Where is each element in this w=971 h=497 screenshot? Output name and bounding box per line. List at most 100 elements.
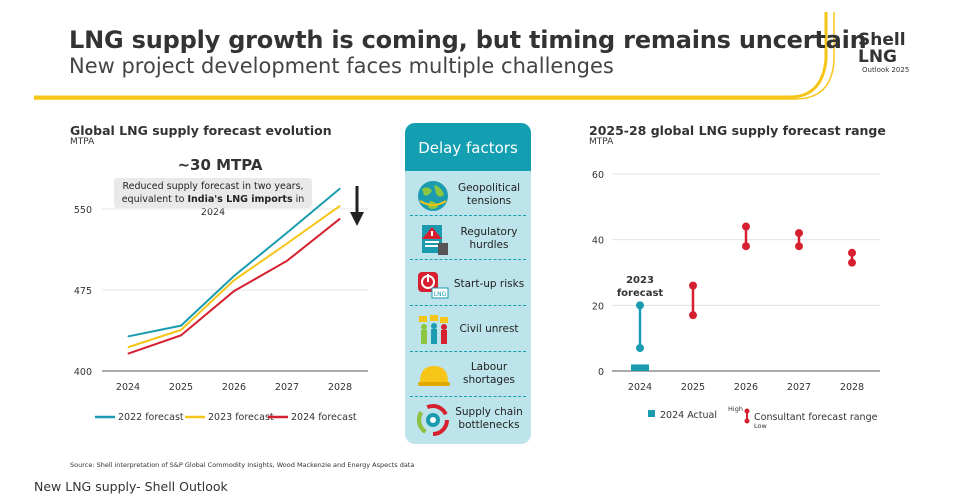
right-y-tick-label: 40 [592, 236, 604, 247]
legend-label: 2022 forecast [118, 412, 184, 423]
delay-factor-6: Supply chain bottlenecks [410, 399, 526, 439]
down-arrow-icon [350, 212, 364, 226]
right-x-tick-label: 2028 [840, 382, 864, 393]
series-point [180, 334, 182, 336]
delay-factor-label: Civil unrest [459, 322, 519, 335]
delay-row-divider [410, 305, 526, 306]
header-underline-arc-thin [34, 12, 835, 100]
forecast-2023-label-line-1: 2023 [626, 275, 654, 286]
forecast-2023-low-point [636, 344, 644, 353]
annotation-text: Reduced supply forecast in two years, eq… [114, 180, 312, 219]
right-range-chart: 0 20 40 60 2024 2025 2026 2027 2028 2023 forecast 2… [592, 170, 880, 430]
series-point [180, 329, 182, 331]
logo-line-2: LNG [858, 47, 898, 67]
series-point [233, 275, 235, 277]
right-x-tick-label: 2025 [681, 382, 705, 393]
range-high-point-2028 [848, 248, 856, 257]
left-x-tick-label: 2024 [116, 382, 140, 393]
delay-factor-5: Labour shortages [410, 354, 526, 394]
globe-icon [416, 179, 450, 213]
legend-low-label: Low [754, 422, 767, 430]
range-low-point-2025 [689, 311, 697, 320]
series-point [339, 187, 341, 189]
series-line-2022-forecast [127, 187, 341, 338]
series-point [286, 260, 288, 262]
series-point [127, 353, 129, 355]
delay-factor-label: Supply chain bottlenecks [455, 406, 523, 431]
delay-row-divider [410, 396, 526, 397]
legend-actual-swatch [648, 410, 655, 417]
left-chart-title: Global LNG supply forecast evolution [70, 123, 332, 138]
series-point [339, 205, 341, 207]
left-x-tick-label: 2026 [222, 382, 246, 393]
hard-hat-icon [416, 358, 450, 392]
series-point [127, 335, 129, 337]
legend-actual-label: 2024 Actual [660, 410, 717, 421]
series-point [180, 325, 182, 327]
left-y-tick-label: 475 [74, 286, 92, 297]
right-x-tick-label: 2027 [787, 382, 811, 393]
range-high-point-2027 [795, 229, 803, 238]
series-point [127, 346, 129, 348]
delay-row-divider [410, 351, 526, 352]
delay-factor-3: LNG Start-up risks [410, 264, 526, 304]
legend-range-label: Consultant forecast range [754, 412, 878, 423]
right-chart-title: 2025-28 global LNG supply forecast range [589, 123, 886, 138]
logo-line-3: Outlook 2025 [862, 66, 910, 74]
series-line-2024-forecast [127, 217, 341, 355]
right-chart-unit: MTPA [589, 137, 614, 147]
logo-line-1: Shell [858, 30, 906, 50]
delay-factor-label: Geopolitical tensions [457, 182, 521, 207]
svg-text:LNG: LNG [434, 291, 447, 298]
delay-row-divider [410, 215, 526, 216]
series-point [286, 243, 288, 245]
right-y-tick-label: 20 [592, 301, 604, 312]
annotation-box [114, 178, 312, 208]
source-note: Source: Shell interpretation of S&P Glob… [70, 461, 415, 469]
delay-factor-label: Start-up risks [453, 277, 525, 290]
image-caption: New LNG supply- Shell Outlook [34, 479, 228, 494]
left-chart-unit: MTPA [70, 137, 95, 147]
page-subtitle: New project development faces multiple c… [69, 54, 614, 78]
range-low-point-2028 [848, 258, 856, 267]
forecast-2023-high-point [636, 301, 644, 310]
delay-factor-label: Regulatory hurdles [460, 226, 518, 251]
forecast-2023-label-line-2: forecast [617, 288, 664, 299]
delay-row-divider [410, 259, 526, 260]
right-x-tick-label: 2026 [734, 382, 758, 393]
right-y-tick-label: 0 [598, 367, 604, 378]
right-x-tick-label: 2024 [628, 382, 652, 393]
annotation-line-2-prefix: equivalent to [121, 194, 188, 205]
shell-lng-logo: Shell LNG Outlook 2025 [858, 30, 918, 75]
delay-factors-title: Delay factors [405, 123, 531, 171]
series-point [339, 218, 341, 220]
annotation-line-2-bold: India's LNG imports [187, 194, 293, 205]
right-y-tick-label: 60 [592, 170, 604, 181]
annotation-headline: ~30 MTPA [177, 156, 263, 174]
gear-cycle-icon [416, 403, 450, 437]
delay-factor-2: Regulatory hurdles [410, 219, 526, 259]
legend-high-label: High [728, 405, 743, 413]
left-x-tick-label: 2027 [275, 382, 299, 393]
legend-range-swatch-high [744, 408, 750, 414]
annotation-line-2-suffix: in 2024 [200, 194, 305, 218]
series-point [233, 290, 235, 292]
delay-factor-label: Labour shortages [462, 361, 515, 386]
legend-label: 2024 forecast [291, 412, 357, 423]
left-x-tick-label: 2025 [169, 382, 193, 393]
series-point [286, 232, 288, 234]
power-button-icon: LNG [416, 268, 450, 302]
warning-document-icon [416, 223, 450, 257]
range-high-point-2026 [742, 222, 750, 231]
legend-range-swatch-low [744, 418, 750, 424]
range-low-point-2026 [742, 242, 750, 251]
header-underline-arc [34, 12, 828, 99]
range-high-point-2025 [689, 281, 697, 290]
legend-label: 2023 forecast [208, 412, 274, 423]
page-title: LNG supply growth is coming, but timing … [69, 26, 867, 54]
left-y-tick-label: 400 [74, 367, 92, 378]
annotation-line-1: Reduced supply forecast in two years, [122, 181, 304, 192]
series-point [233, 279, 235, 281]
annotation-line-2: equivalent to India's LNG imports in 202… [114, 193, 312, 219]
header-decoration [34, 12, 835, 100]
